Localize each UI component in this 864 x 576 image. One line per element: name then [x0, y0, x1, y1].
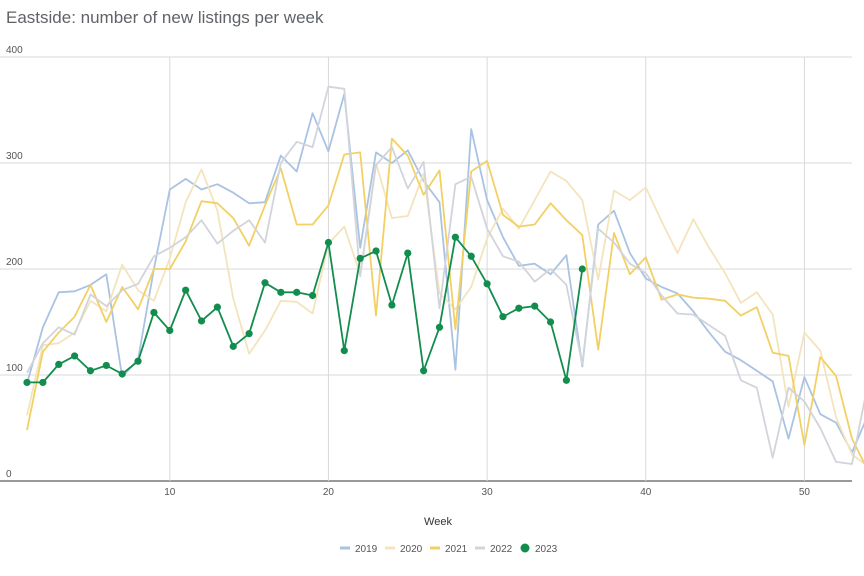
data-point-2023 — [70, 352, 79, 360]
legend-marker — [520, 543, 530, 553]
series-line-2021 — [26, 137, 864, 465]
data-point-2023 — [166, 326, 174, 335]
data-point-2023 — [277, 288, 285, 296]
data-point-2023 — [483, 280, 491, 288]
data-point-2023 — [356, 254, 364, 262]
data-point-2023 — [372, 247, 380, 255]
x-axis-label: Week — [424, 516, 452, 528]
data-point-2023 — [134, 357, 142, 365]
x-tick-label: 20 — [323, 487, 335, 498]
series-2020 — [26, 162, 864, 465]
axes: 0 100 200 300 400 10 20 30 40 50 — [6, 45, 810, 498]
data-point-2023 — [261, 279, 269, 287]
legend-item-2021: 2021 — [430, 544, 468, 555]
series-2021 — [26, 137, 864, 465]
gridlines — [0, 56, 852, 482]
legend-label: 2023 — [535, 544, 558, 555]
data-point-2023 — [515, 304, 523, 312]
data-point-2023 — [150, 308, 158, 317]
data-point-2023 — [324, 238, 333, 247]
data-point-2023 — [562, 376, 571, 384]
legend-item-2020: 2020 — [385, 544, 423, 555]
data-point-2023 — [102, 361, 110, 370]
data-point-2023 — [435, 323, 444, 331]
data-point-2023 — [404, 249, 412, 257]
data-point-2023 — [197, 317, 206, 325]
x-tick-label: 40 — [640, 487, 652, 498]
data-point-2023 — [531, 302, 539, 310]
data-point-2023 — [388, 301, 396, 309]
series-line-2020 — [26, 162, 864, 465]
data-point-2023 — [578, 265, 586, 273]
legend-label: 2021 — [445, 544, 468, 555]
chart-title: Eastside: number of new listings per wee… — [6, 8, 324, 27]
data-point-2023 — [118, 370, 126, 378]
data-point-2023 — [499, 313, 507, 321]
data-point-2023 — [293, 288, 301, 296]
legend-item-2022: 2022 — [475, 544, 513, 555]
data-point-2023 — [86, 367, 95, 375]
series-lines — [23, 85, 864, 465]
data-point-2023 — [245, 330, 253, 338]
y-tick-label: 300 — [6, 151, 23, 162]
data-point-2023 — [182, 286, 190, 294]
series-line-2023 — [27, 236, 584, 384]
series-2022 — [26, 85, 864, 465]
legend-label: 2022 — [490, 544, 513, 555]
y-tick-label: 100 — [6, 363, 23, 374]
series-2023 — [23, 233, 586, 387]
data-point-2023 — [420, 367, 428, 375]
data-point-2023 — [546, 318, 555, 326]
data-point-2023 — [308, 291, 317, 300]
data-point-2023 — [340, 347, 348, 355]
data-point-2023 — [55, 360, 63, 368]
data-point-2023 — [467, 252, 475, 260]
y-tick-label: 400 — [6, 45, 23, 56]
legend-label: 2019 — [355, 544, 378, 555]
data-point-2023 — [213, 303, 221, 311]
data-point-2023 — [23, 378, 31, 387]
x-tick-label: 10 — [164, 487, 176, 498]
y-tick-label: 200 — [6, 257, 23, 268]
y-tick-label: 0 — [6, 469, 12, 480]
legend: 2019 2020 2021 2022 2023 — [340, 543, 558, 555]
series-line-2022 — [26, 85, 864, 465]
x-tick-label: 30 — [482, 487, 494, 498]
legend-label: 2020 — [400, 544, 423, 555]
x-tick-label: 50 — [799, 487, 811, 498]
legend-item-2019: 2019 — [340, 544, 378, 555]
data-point-2023 — [229, 342, 237, 350]
data-point-2023 — [451, 233, 459, 241]
data-point-2023 — [39, 378, 47, 387]
legend-item-2023: 2023 — [520, 543, 558, 555]
